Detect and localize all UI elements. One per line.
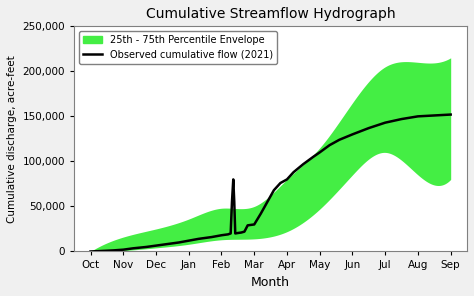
X-axis label: Month: Month: [251, 276, 290, 289]
Legend: 25th - 75th Percentile Envelope, Observed cumulative flow (2021): 25th - 75th Percentile Envelope, Observe…: [79, 31, 277, 64]
Title: Cumulative Streamflow Hydrograph: Cumulative Streamflow Hydrograph: [146, 7, 395, 21]
Y-axis label: Cumulative discharge, acre-feet: Cumulative discharge, acre-feet: [7, 55, 17, 223]
